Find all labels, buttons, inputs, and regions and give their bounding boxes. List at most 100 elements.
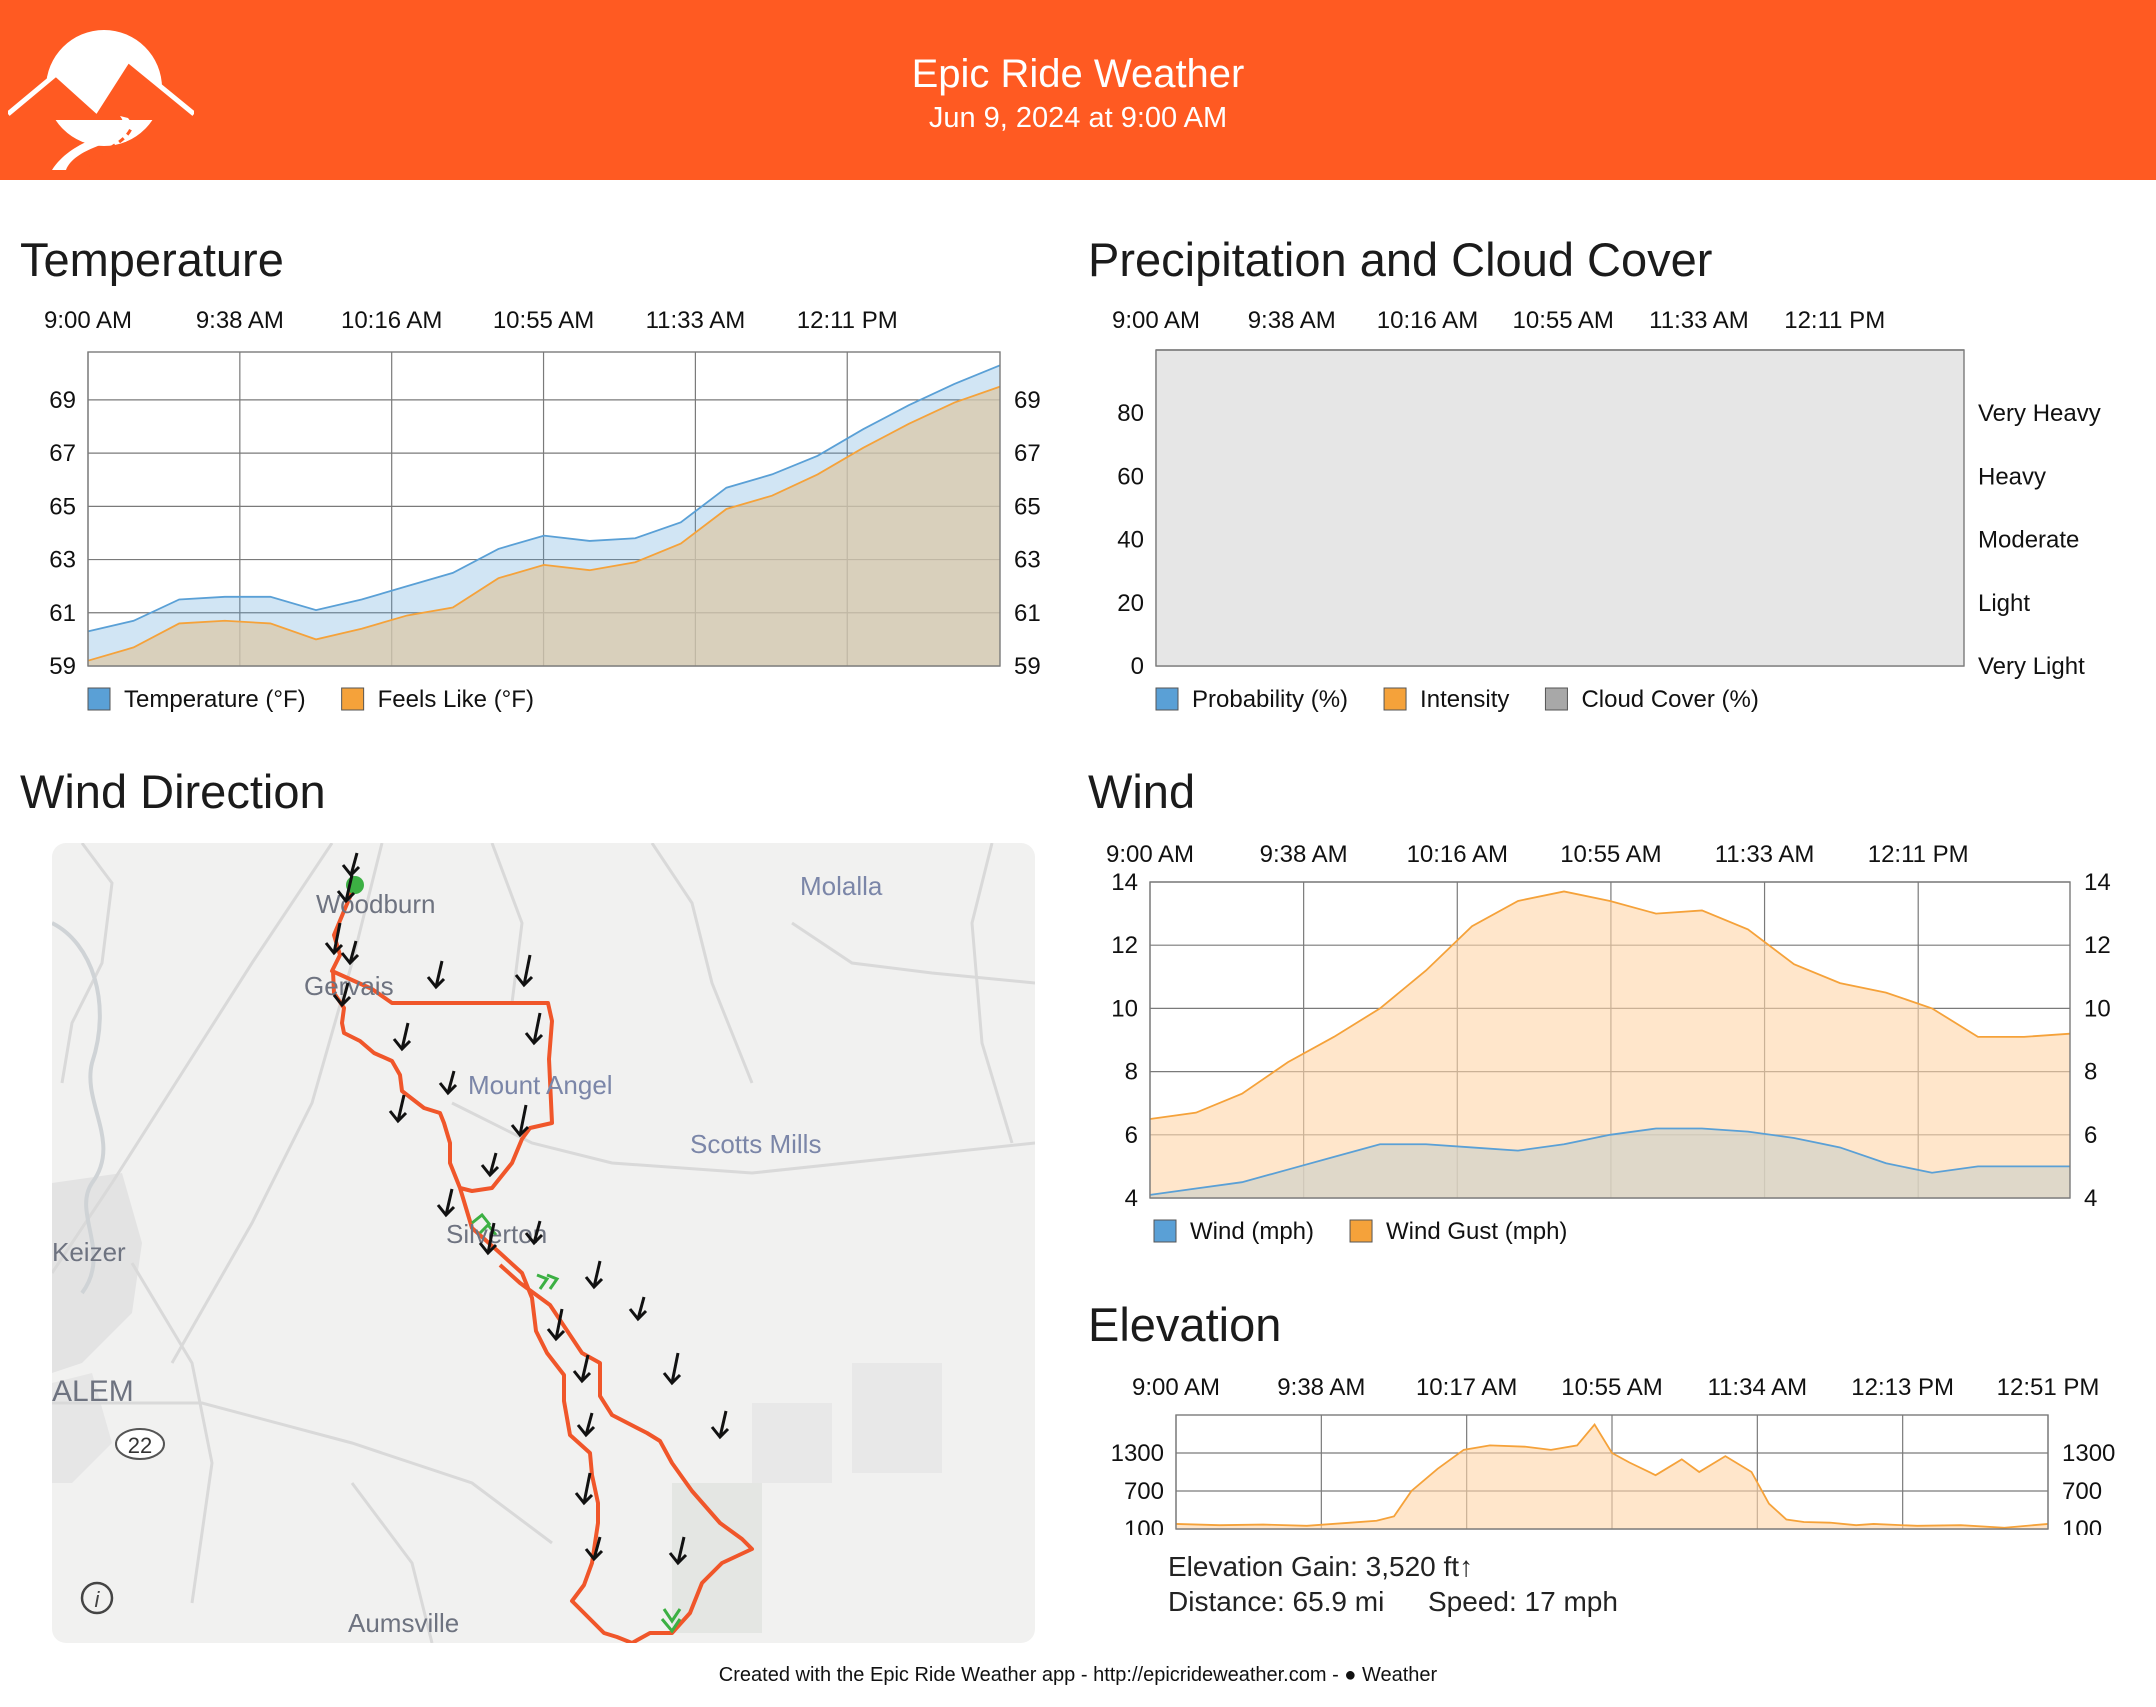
wind-arrowhead [584,1548,604,1562]
river [52,921,106,1295]
series-area-1 [88,386,1000,666]
wind-arrow [434,960,444,988]
x-tick-label: 9:00 AM [1112,307,1200,334]
wind-arrow [444,1188,454,1216]
y-tick-label: 1300 [1111,1440,1164,1467]
legend-swatch [87,687,111,711]
wind-arrowhead [662,1372,682,1386]
wind-direction-map[interactable]: Woodburn Molalla Gervais Mount Angel Sco… [52,843,1035,1643]
wind-arrow [636,1296,646,1320]
legend-label: Feels Like (°F) [378,686,534,713]
y2-tick-label: 59 [1014,653,1041,680]
y2-tick-label: Heavy [1978,463,2046,490]
wind-arrowhead [332,994,352,1008]
wind-arrowhead [628,1308,648,1322]
legend-swatch [1544,687,1568,711]
y-tick-label: 10 [1111,995,1138,1022]
wind-arrow [584,1412,594,1436]
plot-frame [87,351,1001,667]
wind-arrow [532,1220,542,1244]
wind-arrow [676,1536,686,1564]
legend-swatch [1155,687,1179,711]
x-tick-label: 9:38 AM [1260,841,1348,868]
wind-arrowhead [524,1032,544,1046]
legend-label: Wind Gust (mph) [1386,1218,1567,1245]
y-tick-label: 60 [1117,463,1144,490]
wind-arrow [518,1104,528,1136]
info-icon[interactable]: i [80,1581,114,1615]
legend-label: Intensity [1420,686,1509,713]
wind-arrowhead [710,1426,730,1440]
x-tick-label: 9:00 AM [1106,841,1194,868]
elevation-title: Elevation [1088,1298,1282,1351]
precip-title: Precipitation and Cloud Cover [1088,233,1713,286]
y2-tick-label: 67 [1014,440,1041,467]
y2-tick-label: 14 [2084,869,2111,896]
y2-tick-label: 63 [1014,547,1041,574]
wind-arrow [340,982,350,1006]
series-area-0 [1150,891,2070,1198]
y2-tick-label: 65 [1014,493,1041,520]
y2-tick-label: 6 [2084,1122,2097,1149]
map-label-mount-angel: Mount Angel [468,1070,613,1100]
wind-arrowhead [510,1124,530,1138]
wind-arrowhead [392,1038,412,1052]
x-tick-label: 11:33 AM [1715,841,1815,868]
wind-arrow [344,874,354,902]
y2-tick-label: Very Light [1978,653,2085,680]
y2-tick-label: 12 [2084,932,2111,959]
x-tick-label: 9:38 AM [1277,1374,1365,1401]
x-tick-label: 9:00 AM [1132,1374,1220,1401]
wind-arrowhead [426,976,446,990]
wind-arrow [532,1012,542,1044]
y2-tick-label: 1300 [2062,1440,2115,1467]
wind-arrowhead [668,1552,688,1566]
wind-arrowhead [478,1242,498,1256]
x-tick-label: 10:16 AM [341,307,442,334]
legend-label: Probability (%) [1192,686,1348,713]
y2-tick-label: 61 [1014,600,1041,627]
map-label-gervais: Gervais [304,971,394,1001]
app-header: Epic Ride Weather Jun 9, 2024 at 9:00 AM [0,0,2156,180]
map-label-salem: ALEM [52,1375,134,1408]
y2-tick-label: Very Heavy [1978,400,2101,427]
map-urban-area [852,1363,942,1473]
wind-arrow [554,1308,564,1340]
y-tick-label: 40 [1117,527,1144,554]
wind-arrowhead [546,1328,566,1342]
y-tick-label: 0 [1131,653,1144,680]
wind-arrowhead [436,1204,456,1218]
map-urban-area [752,1403,832,1483]
speed: Speed: 17 mph [1428,1586,1618,1617]
footer-weather: Weather [1361,1664,1438,1686]
wind-arrowhead [340,952,360,966]
series-line-1 [1149,1127,2070,1196]
wind-arrowhead [572,1370,592,1384]
map-label-molalla: Molalla [800,871,883,901]
x-tick-label: 9:38 AM [1248,307,1336,334]
wind-arrowhead [576,1424,596,1438]
x-tick-label: 10:16 AM [1407,841,1508,868]
y2-tick-label: Light [1978,590,2030,617]
wind-arrowhead [388,1110,408,1124]
map-label-scotts-mills: Scotts Mills [690,1129,821,1159]
y-tick-label: 14 [1111,869,1138,896]
legend-label: Temperature (°F) [124,686,306,713]
app-title: Epic Ride Weather [911,52,1245,96]
wind-arrow [522,954,532,986]
y-tick-label: 59 [49,653,76,680]
map-label-silverton: Silverton [446,1219,547,1249]
series-area-0 [1176,1424,2048,1529]
x-tick-label: 12:11 PM [1784,307,1885,334]
x-tick-label: 10:17 AM [1416,1374,1517,1401]
wind-arrow [446,1070,456,1094]
wind-arrow [580,1354,590,1382]
y-tick-label: 100 [1124,1516,1164,1535]
map-roads [52,843,1035,1643]
x-tick-label: 10:55 AM [1561,1374,1662,1401]
x-tick-label: 12:13 PM [1851,1374,1954,1401]
wind-arrowhead [324,942,344,956]
y-tick-label: 700 [1124,1478,1164,1505]
series-area-2 [1156,350,1964,666]
wind-arrow [332,922,342,954]
